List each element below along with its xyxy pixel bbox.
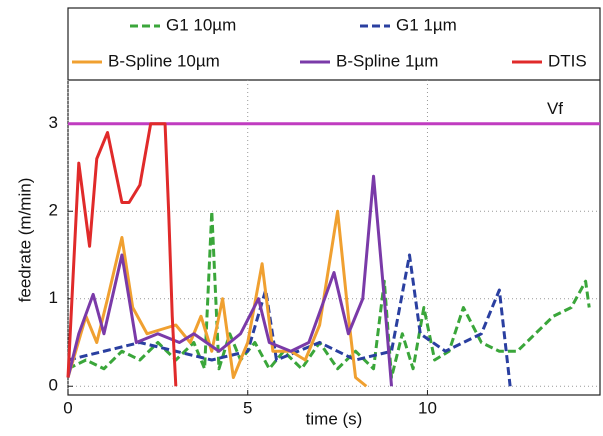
reference-label: Vf xyxy=(547,99,563,118)
legend-label: DTIS xyxy=(548,51,587,70)
legend-label: B-Spline 1µm xyxy=(336,51,438,70)
legend-label: B-Spline 10µm xyxy=(108,51,220,70)
y-tick-label: 0 xyxy=(49,376,58,395)
y-tick-label: 1 xyxy=(49,288,58,307)
legend-label: G1 1µm xyxy=(396,15,457,34)
x-axis-label: time (s) xyxy=(306,409,363,428)
x-tick-label: 0 xyxy=(63,398,72,417)
series-line xyxy=(66,174,394,387)
frame xyxy=(67,7,601,396)
x-tick-label: 5 xyxy=(243,398,252,417)
y-axis-label: feedrate (m/min) xyxy=(15,178,34,303)
y-tick-label: 2 xyxy=(49,201,58,220)
y-tick-label: 3 xyxy=(49,113,58,132)
legend: G1 10µm G1 1µm B-Spline 10µm B-Spline 1µm DT… xyxy=(72,15,587,70)
series-line xyxy=(66,209,368,388)
x-tick-label: 10 xyxy=(418,398,437,417)
series-line xyxy=(67,253,512,387)
legend-label: G1 10µm xyxy=(166,15,236,34)
series-line xyxy=(66,122,178,387)
series-line xyxy=(67,209,591,379)
